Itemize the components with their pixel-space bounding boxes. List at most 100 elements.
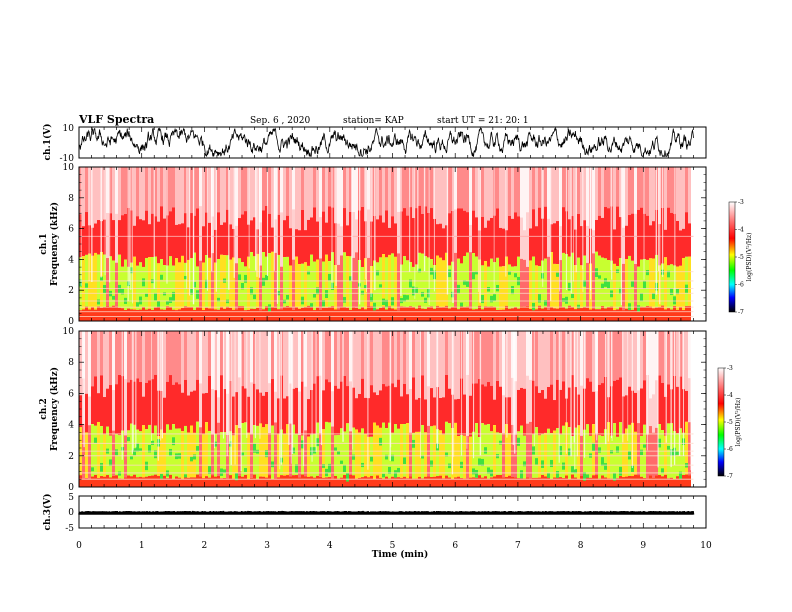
spectrogram-cell (247, 309, 250, 321)
spectrogram-cell (592, 308, 595, 321)
spectrogram-cell (571, 375, 574, 437)
spectrogram-cell (412, 478, 415, 487)
spectrogram-cell (538, 265, 541, 306)
spectrogram-cell (523, 259, 526, 307)
spectrogram-cell (268, 213, 271, 254)
spectrogram-cell (382, 478, 385, 487)
spectrogram-cell (82, 256, 85, 310)
spectrogram-cell (325, 307, 328, 321)
spectrogram-cell (322, 167, 325, 212)
spectrogram-cell (364, 397, 367, 434)
spectrogram-cell (79, 214, 82, 258)
spectrogram-cell (406, 215, 409, 261)
spectrogram-cell (652, 258, 655, 309)
spectrogram-cell (142, 396, 145, 426)
spectrogram-cell (529, 167, 532, 229)
spectrogram-cell (211, 331, 214, 390)
spectrogram-cell (118, 478, 121, 487)
spectrogram-cell (649, 225, 652, 259)
spectrogram-cell (352, 257, 355, 307)
spectrogram-cell (412, 439, 415, 448)
spectrogram-cell (529, 379, 532, 422)
spectrogram-cell (106, 388, 109, 427)
spectrogram-cell (601, 167, 604, 218)
spectrogram-cell (511, 476, 514, 487)
spectrogram-cell (619, 307, 622, 321)
spectrogram-cell (151, 475, 154, 487)
spectrogram-cell (151, 440, 154, 445)
spectrogram-cell (199, 476, 202, 487)
spectrogram-cell (304, 476, 307, 487)
spectrogram-cell (574, 427, 577, 478)
spectrogram-cell (601, 331, 604, 384)
spectrogram-cell (214, 309, 217, 321)
spectrogram-cell (481, 384, 484, 424)
spectrogram-cell (442, 260, 445, 308)
spectrogram-cell (286, 424, 289, 476)
spectrogram-cell (241, 452, 244, 456)
spectrogram-cell (148, 167, 151, 225)
spectrogram-cell (631, 465, 634, 472)
spectrogram-cell (613, 475, 616, 487)
spectrogram-cell (661, 263, 664, 306)
spectrogram-cell (424, 331, 427, 400)
spectrogram-cell (598, 275, 601, 279)
spectrogram-cell (274, 422, 277, 479)
spectrogram-cell (271, 227, 274, 252)
spectrogram-cell (517, 167, 520, 217)
spectrogram-cell (220, 331, 223, 376)
spectrogram-cell (205, 331, 208, 393)
spectrogram-cell (469, 436, 472, 478)
spectrogram-cell (160, 429, 163, 476)
spectrogram-cell (619, 258, 622, 308)
spectrogram-cell (193, 454, 196, 460)
spectrogram-cell (109, 477, 112, 487)
spectrogram-cell (307, 265, 310, 306)
spectrogram-cell (490, 385, 493, 432)
ch2-colorbar: -3-4-5-6-7 log(PSD)(V²/Hz) (717, 365, 742, 480)
spectrogram-cell (376, 331, 379, 396)
spectrogram-cell (118, 471, 121, 476)
spectrogram-cell (247, 224, 250, 257)
spectrogram-cell (154, 374, 157, 426)
spectrogram-cell (154, 167, 157, 217)
spectrogram-cell (595, 475, 598, 487)
spectrogram-cell (283, 167, 286, 221)
spectrogram-cell (235, 472, 238, 481)
spectrogram-cell (193, 215, 196, 253)
spectrogram-cell (604, 477, 607, 487)
spectrogram-cell (364, 433, 367, 477)
spectrogram-cell (244, 310, 247, 321)
spectrogram-cell (583, 280, 586, 287)
spectrogram-cell (499, 167, 502, 228)
spectrogram-cell (610, 290, 613, 298)
spectrogram-cell (280, 266, 283, 310)
spectrogram-cell (184, 379, 187, 426)
spectrogram-cell (115, 475, 118, 487)
spectrogram-cell (373, 392, 376, 423)
spectrogram-cell (214, 331, 217, 391)
spectrogram-cell (127, 437, 130, 442)
spectrogram-cell (151, 309, 154, 321)
spectrogram-cell (394, 387, 397, 425)
spectrogram-cell (376, 475, 379, 487)
spectrogram-cell (445, 452, 448, 457)
spectrogram-cell (475, 217, 478, 257)
spectrogram-cell (652, 292, 655, 300)
spectrogram-cell (562, 331, 565, 382)
spectrogram-cell (301, 440, 304, 449)
spectrogram-cell (271, 425, 274, 479)
spectrogram-cell (646, 215, 649, 260)
spectrogram-cell (301, 381, 304, 436)
spectrogram-cell (160, 390, 163, 430)
spectrogram-cell (394, 167, 397, 224)
xtick-label: 3 (264, 541, 270, 551)
spectrogram-cell (307, 436, 310, 477)
spectrogram-cell (214, 167, 217, 230)
spectrogram-cell (241, 167, 244, 215)
spectrogram-cell (580, 308, 583, 321)
spectrogram-cell (259, 167, 262, 223)
spectrogram-cell (307, 305, 310, 321)
spectrogram-cell (148, 475, 151, 487)
spectrogram-cell (496, 474, 499, 487)
